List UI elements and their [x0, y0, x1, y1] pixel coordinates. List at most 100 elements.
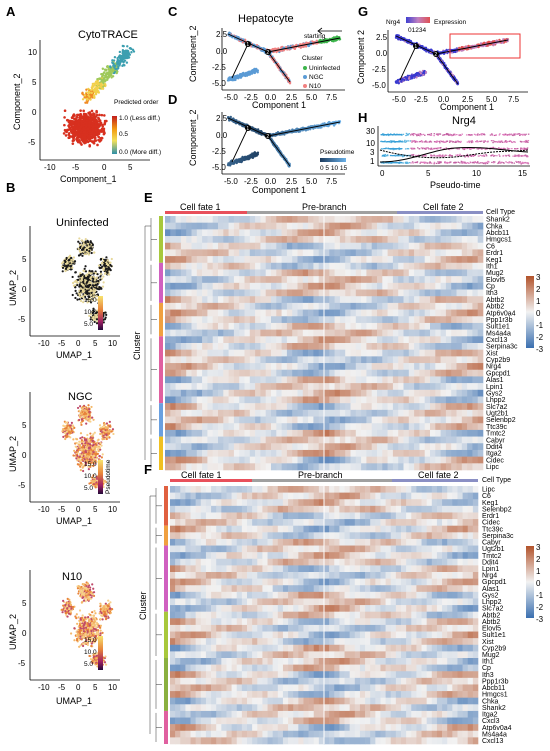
d-xtick: 5.0: [306, 177, 318, 186]
scale-tick: 1: [536, 567, 541, 576]
gene-label: Ddit4: [482, 559, 498, 566]
gene-label: Chka: [482, 698, 498, 705]
gene-label: Ms4a4a: [486, 330, 511, 337]
gene-label: Abtb2: [482, 612, 500, 619]
h-ytick: 10: [366, 139, 375, 148]
b-xtick: -5: [58, 505, 66, 514]
b-ytick: 5: [22, 255, 27, 264]
c-legend-item: NGC: [309, 74, 324, 81]
b-xtick: -10: [38, 505, 50, 514]
a-xtick: -5: [72, 163, 80, 172]
gene-label: Lipc: [482, 487, 495, 494]
e-heatmap: [165, 216, 484, 471]
f-heatmap: [170, 486, 479, 745]
c-xtick: 0.0: [265, 93, 277, 102]
b-ytick: 5: [22, 599, 27, 608]
a-legend-label: 0.0 (More diff.): [119, 149, 161, 156]
d-xtick: 2.5: [286, 177, 298, 186]
g-xtick: 7.5: [508, 95, 520, 104]
panel-h: H Nrg4 30 10 3 1 0 5 10 15 Pseudo-time: [358, 110, 530, 190]
gene-label: Ugt2b1: [482, 546, 505, 553]
c-legend-item: Uninfected: [309, 65, 340, 72]
gene-label: Erdr1: [486, 250, 503, 257]
gene-label: Ith3: [482, 672, 494, 679]
gene-label: Gys2: [486, 390, 502, 397]
e-colorbar: [526, 276, 534, 348]
f-row-header: Cell Type: [482, 477, 511, 484]
c-legend-title: Cluster: [302, 55, 323, 62]
gene-label: Slc7a2: [482, 606, 504, 613]
panel-g: G Nrg4 01234 Expression 12 2.5 0.0 -2.5 …: [356, 4, 528, 112]
a-ylabel: Component_2: [12, 73, 22, 130]
gene-label: Abcb11: [486, 230, 509, 237]
f-header-prebranch: Pre-branch: [298, 470, 343, 480]
b-ytick: 0: [22, 285, 27, 294]
gene-label: Abtb2: [486, 304, 504, 311]
b-legend: 5.0: [84, 661, 93, 668]
g-ylabel: Component 2: [356, 30, 366, 84]
f-gene-labels: LipcC6Keg1Selenbp2Erdr1CidecTtc39cSerpin…: [482, 487, 514, 745]
e-row-header: Cell Type: [486, 209, 515, 216]
scale-tick: -3: [536, 345, 544, 354]
g-colorbar: [406, 17, 430, 23]
gene-label: Sult1e1: [486, 324, 510, 331]
panel-label-a: A: [6, 4, 16, 19]
gene-label: Cxcl13: [482, 738, 504, 745]
b-ylabel: UMAP_2: [8, 614, 18, 650]
g-ytick: 2.5: [376, 33, 388, 42]
d-xtick: 7.5: [326, 177, 338, 186]
h-xtick: 10: [472, 169, 481, 178]
b-ytick: -5: [18, 659, 26, 668]
gene-label: Xist: [486, 350, 498, 357]
b-ytick: -5: [18, 481, 26, 490]
d-ytick: -5.0: [212, 163, 226, 172]
b-xtick: -5: [58, 339, 66, 348]
b-ytick: 5: [22, 421, 27, 430]
gene-label: Ttc39c: [486, 424, 508, 431]
gene-label: Nrg4: [482, 573, 497, 580]
f-scale-ticks: 3 2 1 0 -1 -2 -3: [536, 543, 544, 624]
panel-label-h: H: [358, 110, 367, 125]
b-legend: 5.0: [84, 321, 93, 328]
gene-label: Serpina3c: [486, 344, 518, 351]
gene-label: Atp6v0a4: [486, 310, 516, 317]
d-legend-title: Pseudotime: [320, 149, 355, 156]
gene-label: Mug2: [482, 652, 500, 659]
panel-label-c: C: [168, 4, 178, 19]
f-header-fate2: Cell fate 2: [418, 470, 459, 480]
panel-a: A CytoTRACE -10 -5 0 5 10 5 0 -5 Compone…: [6, 4, 161, 184]
gene-label: Xist: [482, 639, 494, 646]
gene-label: Selenbp2: [482, 506, 512, 513]
trajectory-pseudotime: 12: [226, 115, 342, 168]
gene-label: Cidec: [482, 520, 500, 527]
panel-label-g: G: [358, 4, 368, 19]
g-colorbar-ticks: 01234: [408, 27, 426, 34]
gene-label: Tmtc2: [482, 553, 502, 560]
panel-c-title: Hepatocyte: [238, 13, 294, 25]
gene-label: Ith1: [482, 659, 494, 666]
a-xtick: 0: [102, 163, 107, 172]
e-header-prebranch: Pre-branch: [302, 202, 347, 212]
gene-label: Serpina3c: [482, 533, 514, 540]
b-legend: 10.0: [84, 649, 97, 656]
c-starting-label: starting: [304, 33, 326, 40]
gene-label: Cidec: [486, 457, 504, 464]
g-highlight-box: [449, 33, 521, 59]
gene-label: Mug2: [486, 270, 504, 277]
f-dendrogram: [149, 486, 168, 744]
gene-label: C6: [486, 243, 495, 250]
scale-tick: 0: [536, 579, 541, 588]
gene-label: Ith3: [486, 290, 498, 297]
a-ytick: 5: [32, 78, 37, 87]
gene-label: Cabyr: [482, 540, 501, 547]
gene-label: Shank2: [486, 217, 510, 224]
gene-label: Ppp1r3b: [486, 317, 513, 324]
e-gene-labels: Shank2ChkaAbcb11Hmgcs1C6Erdr1Keg1Ith1Mug…: [486, 217, 518, 471]
g-xlabel: Component 1: [440, 102, 494, 112]
b-ylabel: UMAP_2: [8, 436, 18, 472]
gene-label: Lipc: [486, 464, 499, 471]
g-xtick: 2.5: [462, 95, 474, 104]
d-legend-ticks: 0 5 10 15: [320, 165, 347, 172]
c-xtick: -2.5: [244, 93, 258, 102]
scale-tick: -1: [536, 321, 544, 330]
